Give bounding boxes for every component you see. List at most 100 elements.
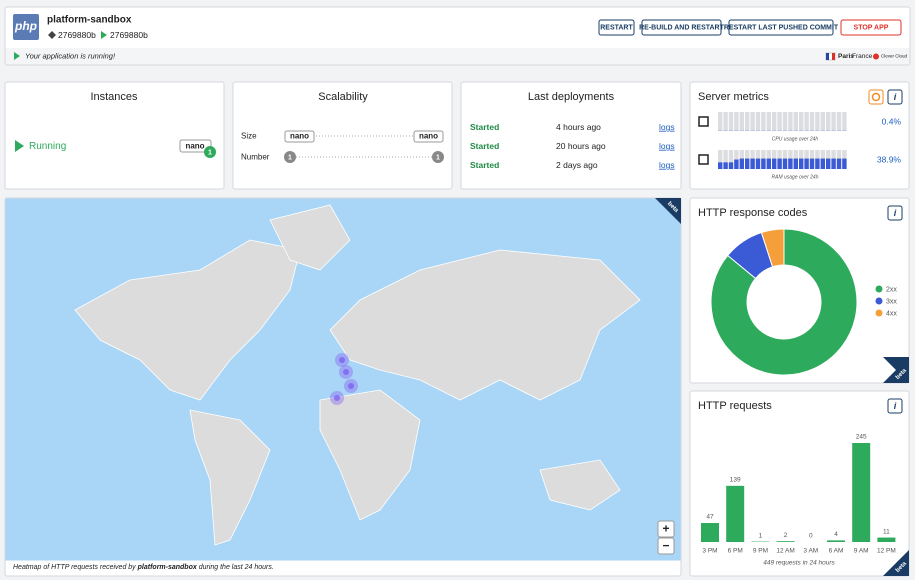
bar [701, 523, 719, 542]
spark-bar [772, 158, 777, 169]
spark-bar [750, 158, 755, 169]
spark-bg [788, 112, 793, 131]
zoom-button[interactable] [657, 537, 675, 555]
logo [13, 14, 39, 40]
card-title: Server metrics [698, 91, 769, 103]
x-tick-label: 3 PM [702, 548, 717, 555]
grafana-icon [871, 92, 881, 102]
deployments-card [460, 81, 682, 190]
button[interactable]: RESTART [598, 19, 635, 36]
x-tick-label: 12 PM [877, 548, 896, 555]
deploy-logs[interactable]: logs [659, 141, 675, 151]
x-tick-label: 6 AM [829, 548, 844, 555]
spark-bar [761, 158, 766, 169]
button-box[interactable] [840, 19, 902, 36]
spark-bg [815, 112, 820, 131]
donut-slice [710, 228, 858, 376]
spark-bar [809, 158, 815, 169]
number-label: Number [241, 153, 270, 162]
info-button[interactable] [887, 398, 903, 414]
provider: Clever Cloud [881, 54, 908, 59]
button-box[interactable] [641, 19, 722, 36]
info-icon: i [894, 401, 897, 411]
button-label[interactable]: STOP APP [854, 24, 889, 31]
button[interactable]: RESTART LAST PUSHED COMMIT [724, 19, 839, 36]
spark-bg [809, 112, 815, 131]
zoom-button[interactable] [657, 520, 675, 538]
spark-bar [793, 158, 798, 169]
bar [877, 537, 896, 542]
land [329, 249, 641, 401]
ram-caption: RAM usage over 24h [772, 174, 819, 180]
donut-slice [760, 228, 785, 268]
cpu-icon [698, 116, 709, 127]
status-text: Your application is running! [25, 51, 116, 60]
bar [827, 540, 845, 542]
spark-bg [718, 112, 723, 131]
deploy-logs[interactable]: logs [659, 122, 675, 132]
land [74, 239, 301, 401]
zoom-label[interactable]: + [662, 522, 669, 536]
spark-bar [745, 158, 750, 169]
zone-country: France [852, 53, 873, 60]
ram-icon [698, 154, 709, 165]
deploy-logs[interactable]: logs [659, 160, 675, 170]
spark-bar [826, 158, 831, 169]
size-chip [284, 130, 315, 143]
bar-label: 245 [856, 434, 867, 441]
land [539, 459, 621, 511]
spark-bar [718, 162, 723, 169]
spark-bar [766, 158, 771, 169]
button-box[interactable] [598, 19, 635, 36]
spark-bar [728, 162, 734, 169]
spark-bar [755, 158, 761, 169]
button-label[interactable]: RE-BUILD AND RESTART [639, 24, 724, 31]
beta-ribbon [655, 198, 681, 224]
ram-value: 38.9% [877, 154, 902, 164]
deploy-time: 20 hours ago [556, 141, 606, 151]
size-value: nano [419, 132, 438, 141]
spark-bg [750, 112, 755, 131]
land [269, 204, 351, 271]
card-title: Scalability [318, 91, 368, 103]
zone-city: Paris [838, 53, 854, 60]
flavor-badge [179, 139, 212, 153]
zoom-label[interactable]: − [662, 539, 669, 553]
spark-bg [820, 112, 825, 131]
spark-bar [788, 158, 793, 169]
caption-part: during the last 24 hours. [197, 564, 274, 571]
cpu-caption: CPU usage over 24h [772, 136, 819, 142]
spark-bar [739, 158, 744, 169]
legend-swatch [875, 297, 883, 305]
size-chip [413, 130, 444, 143]
info-button[interactable] [887, 89, 903, 105]
spark-bg [836, 112, 842, 131]
app-name: platform-sandbox [47, 15, 132, 26]
x-tick-label: 12 AM [776, 548, 794, 555]
card-title: Instances [90, 91, 138, 103]
bar-label: 47 [706, 514, 714, 521]
heat-core [348, 383, 354, 389]
bar-label: 139 [730, 477, 741, 484]
grafana-button[interactable] [868, 89, 884, 105]
button[interactable]: STOP APP [840, 19, 902, 36]
flag-blue [826, 53, 829, 60]
spark-bg [777, 112, 782, 131]
status-bar [5, 48, 910, 65]
button-label[interactable]: RESTART [600, 24, 633, 31]
status-icon [14, 52, 20, 60]
info-button[interactable] [887, 205, 903, 221]
button-label[interactable]: RESTART LAST PUSHED COMMIT [724, 24, 839, 31]
spark-bg [745, 112, 750, 131]
button[interactable]: RE-BUILD AND RESTART [639, 19, 725, 36]
requests-caption: 449 requests in 24 hours [763, 560, 835, 567]
spark-bg [793, 112, 798, 131]
map-caption: Heatmap of HTTP requests received by pla… [13, 564, 274, 571]
spark-bar [777, 158, 782, 169]
land [319, 389, 421, 521]
spark-bg [723, 150, 728, 169]
spark-bar [815, 158, 820, 169]
button-box[interactable] [728, 19, 834, 36]
spark-bar [831, 158, 836, 169]
heat-core [334, 395, 340, 401]
